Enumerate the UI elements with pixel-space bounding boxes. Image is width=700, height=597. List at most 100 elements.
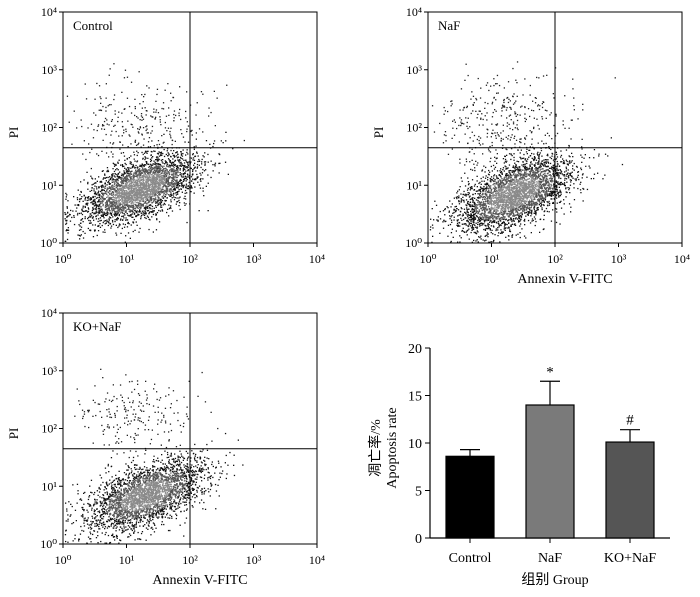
event-dot	[172, 184, 174, 186]
event-dot	[517, 168, 520, 170]
event-dot	[556, 171, 558, 173]
event-dot	[173, 188, 176, 191]
event-dot	[556, 192, 559, 194]
event-dot	[115, 202, 117, 204]
event-dot	[131, 183, 133, 185]
event-dot	[514, 186, 516, 188]
event-dot	[504, 212, 506, 214]
event-dot	[187, 125, 190, 127]
event-dot	[166, 164, 168, 166]
event-dot	[102, 231, 104, 233]
event-dot	[497, 177, 499, 180]
event-dot	[130, 143, 132, 145]
event-dot	[110, 192, 113, 194]
event-dot	[530, 232, 532, 234]
event-dot	[157, 189, 159, 191]
event-dot	[205, 185, 207, 187]
event-dot	[126, 182, 128, 184]
event-dot	[136, 186, 139, 188]
event-dot	[91, 148, 93, 150]
event-dot	[173, 199, 176, 201]
event-dot	[169, 133, 171, 135]
event-dot	[137, 131, 139, 133]
event-dot	[166, 197, 168, 199]
event-dot	[526, 148, 528, 150]
event-dot	[124, 162, 126, 165]
event-dot	[146, 189, 148, 191]
event-dot	[70, 209, 72, 212]
event-dot	[157, 167, 159, 170]
event-dot	[153, 168, 155, 170]
event-dot	[137, 143, 139, 146]
event-dot	[126, 197, 128, 199]
event-dot	[122, 219, 124, 221]
event-dot	[555, 221, 558, 224]
event-dot	[156, 212, 159, 214]
event-dot	[127, 169, 129, 171]
event-dot	[518, 193, 521, 195]
event-dot	[156, 152, 159, 155]
event-dot	[185, 203, 187, 205]
event-dot	[175, 114, 177, 117]
event-dot	[110, 225, 113, 227]
event-dot	[121, 190, 123, 193]
event-dot	[510, 183, 512, 185]
event-dot	[512, 165, 515, 167]
event-dot	[153, 173, 155, 175]
event-dot	[123, 108, 125, 110]
event-dot	[108, 186, 110, 188]
event-dot	[157, 184, 160, 186]
event-dot	[175, 203, 177, 205]
event-dot	[129, 198, 131, 200]
event-dot	[64, 213, 66, 216]
event-dot	[525, 215, 527, 217]
event-dot	[112, 184, 114, 186]
event-dot	[144, 156, 146, 158]
event-dot	[184, 164, 186, 167]
event-dot	[127, 172, 129, 174]
event-dot	[130, 81, 133, 83]
event-dot	[140, 173, 142, 175]
event-dot	[179, 156, 182, 159]
event-dot	[150, 197, 153, 199]
event-dot	[139, 190, 141, 192]
event-dot	[158, 172, 160, 174]
event-dot	[512, 178, 514, 180]
event-dot	[152, 198, 154, 200]
event-dot	[524, 205, 526, 207]
event-dot	[140, 198, 142, 200]
event-dot	[105, 97, 107, 99]
event-dot	[95, 114, 97, 116]
event-dot	[108, 183, 110, 185]
event-dot	[143, 193, 145, 196]
event-dot	[155, 185, 157, 187]
event-dot	[134, 139, 137, 141]
event-dot	[98, 224, 100, 227]
event-dot	[526, 162, 528, 165]
event-dot	[176, 184, 178, 186]
event-dot	[144, 208, 147, 210]
event-dot	[479, 181, 481, 184]
event-dot	[149, 171, 151, 173]
event-dot	[489, 241, 491, 244]
event-dot	[147, 183, 149, 185]
event-dot	[164, 196, 166, 198]
event-dot	[119, 219, 122, 221]
event-dot	[152, 172, 154, 174]
event-dot	[153, 192, 155, 194]
event-dot	[173, 178, 175, 180]
event-dot	[483, 219, 485, 222]
event-dot	[176, 191, 179, 193]
event-dot	[153, 111, 155, 113]
event-dot	[114, 215, 116, 217]
event-dot	[119, 212, 122, 214]
event-dot	[111, 194, 113, 196]
event-dot	[121, 215, 123, 218]
event-dot	[92, 208, 94, 211]
event-dot	[140, 207, 142, 210]
event-dot	[172, 170, 175, 173]
event-dot	[550, 180, 552, 183]
event-dot	[559, 223, 561, 225]
event-dot	[529, 175, 531, 177]
event-dot	[607, 155, 609, 157]
